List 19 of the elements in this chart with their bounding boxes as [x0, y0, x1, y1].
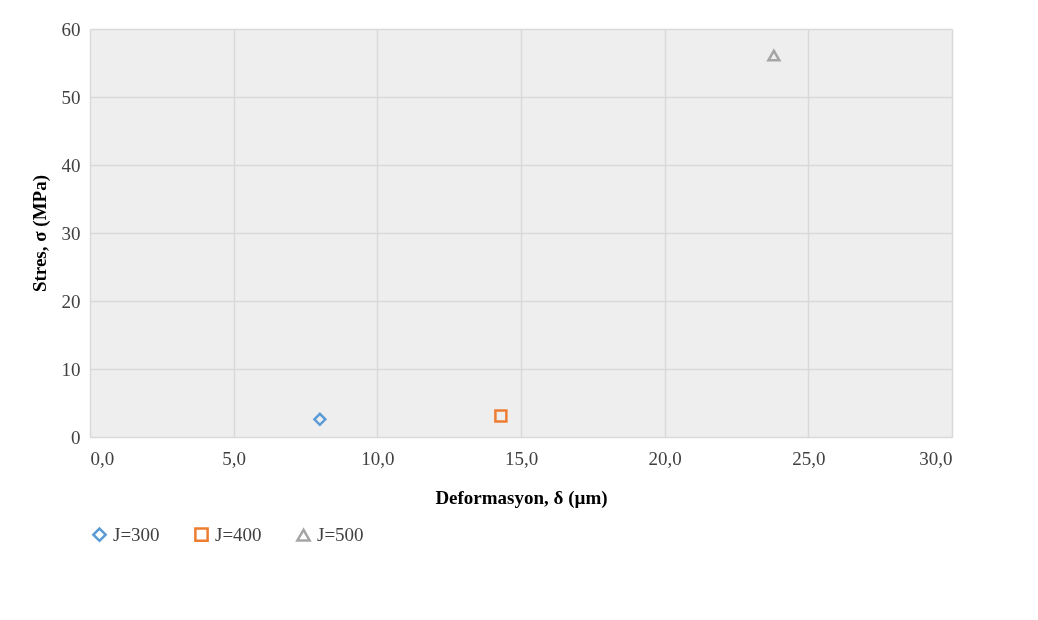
y-axis-title: Stres, σ (MPa) [28, 174, 51, 293]
x-tick-label: 25,0 [792, 447, 826, 469]
x-tick-label: 20,0 [648, 447, 682, 469]
y-tick-label: 50 [61, 86, 81, 108]
legend-label: J=300 [113, 523, 160, 545]
x-tick-label: 15,0 [504, 447, 539, 469]
x-axis-title: Deformasyon, δ (µm) [435, 486, 608, 509]
x-tick-label: 5,0 [222, 447, 247, 469]
x-tick-label: 30,0 [919, 447, 953, 469]
y-tick-label: 40 [61, 154, 81, 176]
y-tick-label: 20 [61, 290, 81, 312]
x-tick-label: 10,0 [361, 447, 395, 469]
legend-label: J=400 [215, 523, 262, 545]
x-tick-label: 0,0 [90, 447, 115, 469]
y-tick-label: 10 [61, 358, 81, 380]
y-tick-label: 60 [61, 18, 81, 40]
y-tick-label: 0 [71, 426, 81, 448]
y-tick-label: 30 [61, 222, 81, 244]
legend-label: J=500 [317, 524, 364, 546]
